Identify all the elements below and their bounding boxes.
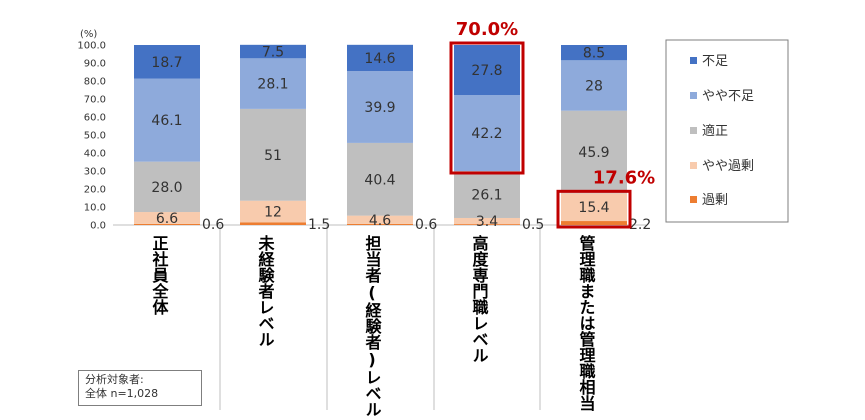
legend-swatch	[690, 196, 697, 203]
bar-segment	[561, 193, 627, 222]
bar-segment	[454, 217, 520, 225]
legend-swatch	[690, 162, 697, 169]
bar-segment	[134, 161, 200, 213]
bar-segment	[240, 200, 306, 223]
legend-label: 過剰	[702, 193, 728, 208]
highlight-box	[449, 41, 525, 175]
category-label: 管理職または管理職相当	[577, 234, 596, 412]
legend-label: やや過剰	[702, 159, 754, 174]
data-label: 15.4	[578, 200, 609, 216]
bar-segment	[454, 95, 520, 171]
y-tick-label: 90.0	[84, 59, 106, 70]
highlight-box	[556, 189, 632, 229]
data-label: 3.4	[476, 214, 498, 230]
bar-segment	[561, 221, 627, 225]
category-label: 未経験者レベル	[256, 234, 276, 347]
bar-segment	[561, 60, 627, 111]
data-label: 2.2	[629, 217, 651, 233]
data-label: 42.2	[471, 126, 502, 142]
y-tick-label: 20.0	[84, 185, 106, 196]
data-label: 46.1	[151, 113, 182, 129]
bar-segment	[561, 110, 627, 194]
data-label: 1.5	[308, 217, 330, 233]
bar-segment	[134, 223, 200, 225]
bar-segment	[134, 78, 200, 162]
category-label: 担当者(経験者)レベル	[363, 234, 383, 417]
legend-box	[665, 39, 789, 223]
data-label: 26.1	[471, 187, 502, 203]
bar-segment	[347, 215, 413, 224]
bar-segment	[561, 45, 627, 61]
data-label: 4.6	[369, 213, 391, 229]
bar-segment	[240, 58, 306, 109]
data-label: 51	[264, 148, 282, 164]
y-tick-label: 10.0	[84, 203, 106, 214]
legend-swatch	[690, 127, 697, 134]
bar-segment	[347, 142, 413, 216]
highlight-label: 17.6%	[593, 167, 655, 188]
sample-note: 分析対象者: 全体 n=1,028	[78, 370, 202, 406]
bar-segment	[454, 224, 520, 225]
bar-segment	[347, 44, 413, 72]
data-label: 18.7	[151, 55, 182, 71]
y-tick-label: 40.0	[84, 149, 106, 160]
y-unit-label: (%)	[80, 29, 97, 40]
bar-segment	[134, 45, 200, 79]
data-label: 45.9	[578, 145, 609, 161]
bar-segment	[347, 71, 413, 143]
y-tick-label: 30.0	[84, 167, 106, 178]
y-tick-label: 70.0	[84, 95, 106, 106]
data-label: 0.6	[202, 217, 224, 233]
legend-label: 適正	[702, 123, 728, 139]
bar-segment	[240, 222, 306, 225]
bar-segment	[347, 223, 413, 225]
bar-segment	[454, 45, 520, 96]
data-label: 14.6	[364, 51, 395, 67]
data-label: 0.5	[522, 217, 544, 233]
category-label: 高度専門職レベル	[470, 234, 489, 363]
y-tick-label: 0.0	[90, 221, 106, 232]
data-label: 8.5	[583, 46, 605, 62]
bar-segment	[240, 108, 306, 201]
data-label: 0.6	[415, 217, 437, 233]
highlight-label: 70.0%	[456, 19, 518, 40]
bar-segment	[134, 212, 200, 224]
bar-segment	[454, 171, 520, 218]
data-label: 12	[264, 205, 282, 221]
legend-label: やや不足	[702, 89, 754, 104]
data-label: 6.6	[156, 211, 178, 227]
data-label: 7.5	[262, 45, 284, 61]
legend-swatch	[690, 92, 697, 99]
category-label: 正社員全体	[150, 235, 170, 316]
data-label: 39.9	[364, 100, 395, 116]
data-label: 40.4	[364, 172, 395, 188]
data-label: 28	[585, 79, 603, 95]
bar-segment	[240, 44, 306, 59]
data-label: 28.0	[151, 180, 182, 196]
data-label: 28.1	[257, 77, 288, 93]
legend-label: 不足	[702, 54, 728, 69]
legend-swatch	[690, 57, 697, 64]
data-label: 27.8	[471, 63, 502, 79]
y-tick-label: 100.0	[77, 41, 106, 52]
sample-note-line2: 全体 n=1,028	[85, 387, 159, 400]
y-tick-label: 80.0	[84, 77, 106, 88]
y-tick-label: 50.0	[84, 131, 106, 142]
y-tick-label: 60.0	[84, 113, 106, 124]
sample-note-line1: 分析対象者:	[85, 373, 144, 386]
